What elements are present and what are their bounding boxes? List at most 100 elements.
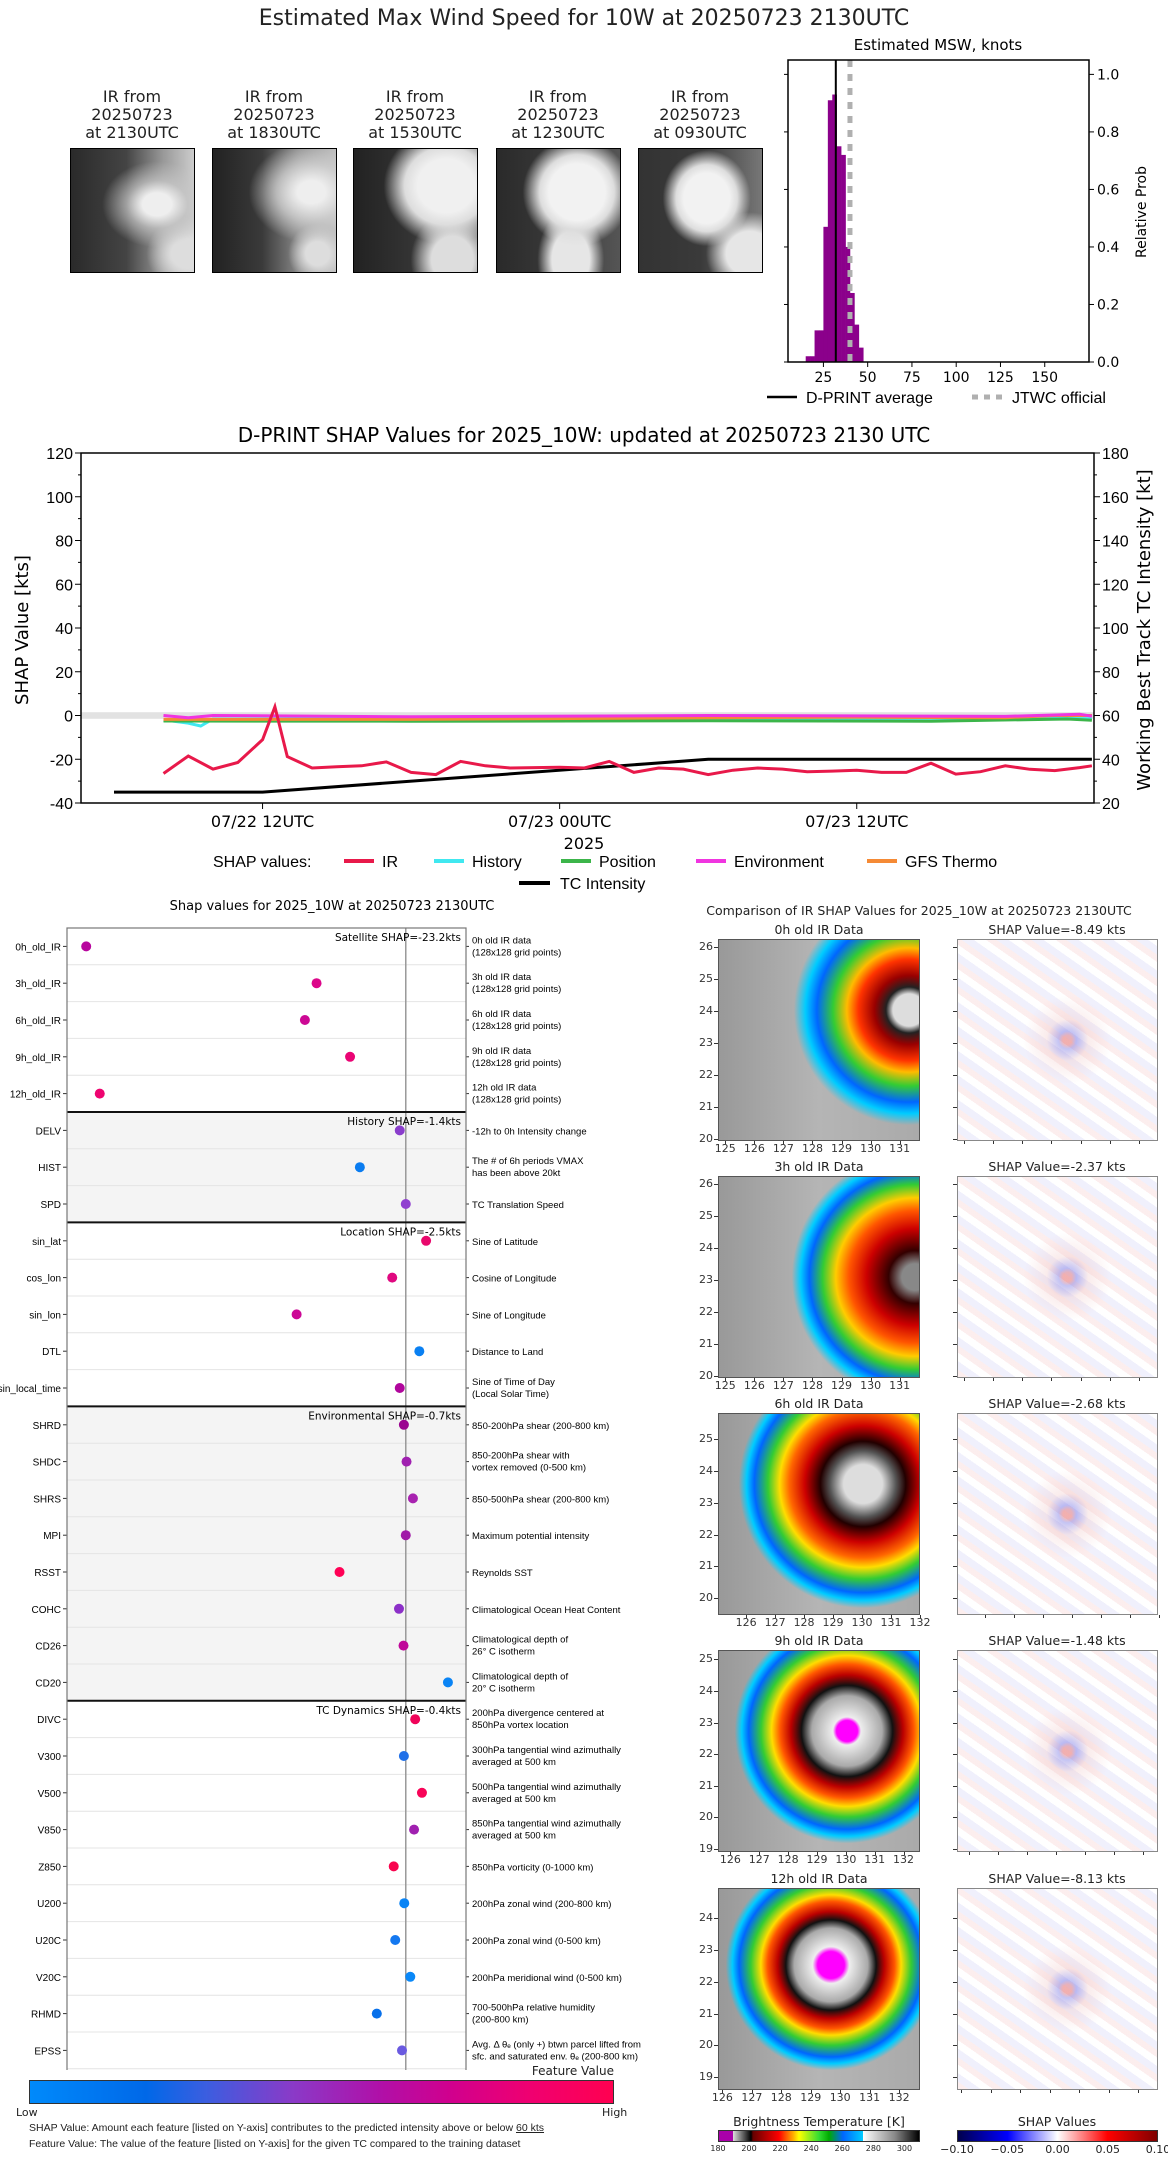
shap-dot: [388, 1861, 399, 1872]
lon-tick-label: 131: [889, 1379, 911, 1392]
y-axis-label: Relative Prob: [1134, 166, 1150, 258]
feature-label: RSST: [34, 1568, 61, 1579]
lat-tick-label: 25: [699, 1209, 713, 1223]
thumbnail-label-line: at 2130UTC: [85, 123, 179, 142]
lat-tick-label: 22: [699, 1747, 713, 1761]
feature-label: U200: [37, 1899, 61, 1910]
legend-label-tc-intensity: TC Intensity: [560, 876, 645, 893]
lat-tick-label: 21: [699, 2006, 713, 2020]
shap-map-image: [957, 1650, 1158, 1852]
shap-map-title: SHAP Value=-8.13 kts: [988, 1871, 1126, 1886]
lon-tick: [722, 2090, 724, 2093]
lat-tick: [714, 1439, 718, 1441]
bt-tick-label: 300: [896, 2144, 913, 2153]
shap-dot: [442, 1677, 453, 1688]
feature-description: The # of 6h periods VMAX: [472, 1156, 584, 1167]
lon-tick: [746, 1615, 748, 1618]
feature-description: -12h to 0h Intensity change: [472, 1126, 587, 1137]
lat-tick: [714, 1471, 718, 1473]
shap-map-x-tick: [1027, 1852, 1029, 1855]
shap-dot: [394, 1125, 405, 1136]
shap-map-y-tick: [953, 1280, 957, 1282]
shap-map-x-tick: [964, 1141, 966, 1144]
shap-map-x-tick: [1051, 1141, 1053, 1144]
lon-tick-label: 129: [800, 2091, 822, 2104]
lat-tick: [714, 1107, 718, 1109]
shap-timeseries-chart: D-PRINT SHAP Values for 2025_10W: update…: [12, 423, 1155, 893]
shap-map-x-tick: [993, 1141, 995, 1144]
shap-map-y-tick: [953, 1107, 957, 1109]
feature-label: V300: [38, 1752, 62, 1763]
lon-tick-label: 131: [864, 1853, 886, 1866]
thumbnail-label-line: IR from: [244, 87, 304, 106]
shap-tick-label: 0.00: [1045, 2143, 1070, 2156]
main-title: Estimated Max Wind Speed for 10W at 2025…: [258, 6, 910, 31]
y-right-tick-label: 160: [1102, 490, 1129, 507]
histogram-bar: [827, 100, 833, 363]
group-shap-label: Location SHAP=-2.5kts: [340, 1226, 461, 1238]
feature-description: 850hPa vortex location: [472, 1720, 569, 1731]
lon-tick-label: 127: [772, 1142, 794, 1155]
lon-tick: [874, 1852, 876, 1855]
shap-map-y-tick: [953, 1598, 957, 1600]
lon-tick-label: 126: [719, 1853, 741, 1866]
x-tick-label: 150: [1031, 370, 1058, 386]
shap-map-x-tick: [1072, 1615, 1074, 1618]
shap-dot: [400, 1530, 411, 1541]
shap-value-note: SHAP Value: Amount each feature [listed …: [29, 2122, 544, 2135]
thumbnail-label: IR from 20250723 at 1230UTC: [488, 88, 628, 142]
lon-tick-label: 126: [743, 1142, 765, 1155]
feature-description: 6h old IR data: [472, 1009, 532, 1020]
shap-map-x-tick: [993, 1378, 995, 1381]
shap-map-y-tick: [953, 1849, 957, 1851]
histogram-bar: [841, 154, 846, 362]
shap-map-y-tick: [953, 979, 957, 981]
shap-map-y-tick: [953, 2045, 957, 2047]
lat-tick-label: 20: [699, 1810, 713, 1824]
shap-map-image: [957, 939, 1158, 1141]
lon-tick-label: 126: [711, 2091, 733, 2104]
feature-label: MPI: [43, 1531, 61, 1542]
feature-label: U20C: [35, 1936, 61, 1947]
lon-tick: [812, 1378, 814, 1381]
lat-tick: [714, 1312, 718, 1314]
bt-tick-label: 200: [741, 2144, 757, 2153]
bt-tick-label: 260: [834, 2144, 850, 2153]
lon-tick: [840, 2090, 842, 2093]
shap-map-x-tick: [990, 2090, 992, 2093]
shap-map-title: SHAP Value=-2.37 kts: [988, 1159, 1126, 1174]
lat-tick: [714, 1344, 718, 1346]
histogram-bar: [814, 330, 820, 362]
y-right-tick-label: 40: [1102, 752, 1120, 769]
x-tick-label: 75: [903, 370, 921, 386]
lon-tick-label: 129: [831, 1379, 853, 1392]
bt-tick-label: 180: [710, 2144, 726, 2153]
shap-note-text: SHAP Value: Amount each feature [listed …: [29, 2122, 516, 2134]
feature-label: COHC: [32, 1605, 61, 1616]
group-background: [67, 1700, 466, 2070]
lat-tick: [714, 1248, 718, 1250]
lat-tick-label: 24: [699, 1910, 713, 1924]
feature-description: 9h old IR data: [472, 1046, 532, 1057]
lat-tick-label: 19: [699, 2070, 713, 2084]
lon-tick: [725, 1378, 727, 1381]
shap-map-x-tick: [1049, 2090, 1051, 2093]
bt-tick-label: 220: [772, 2144, 788, 2153]
shap-map-x-tick: [1043, 1615, 1045, 1618]
shap-values-colorbar: [957, 2130, 1158, 2142]
lon-tick-label: 128: [801, 1379, 823, 1392]
series-line-position: [163, 717, 1092, 723]
lat-tick-label: 24: [699, 1683, 713, 1697]
feature-label: sin_local_time: [0, 1384, 61, 1395]
feature-description: TC Translation Speed: [472, 1200, 564, 1211]
lon-tick: [870, 1141, 872, 1144]
bt-tick-label: 280: [865, 2144, 882, 2153]
feature-label: SHDC: [33, 1458, 61, 1469]
shap-dot: [94, 1088, 105, 1099]
feature-description: (128x128 grid points): [472, 984, 561, 995]
shap-map-y-tick: [953, 1184, 957, 1186]
feature-description: 20° C isotherm: [472, 1683, 535, 1694]
feature-value-note: Feature Value: The value of the feature …: [29, 2138, 521, 2150]
ir-brightness-image: [718, 1650, 920, 1852]
lat-tick: [714, 1917, 718, 1919]
